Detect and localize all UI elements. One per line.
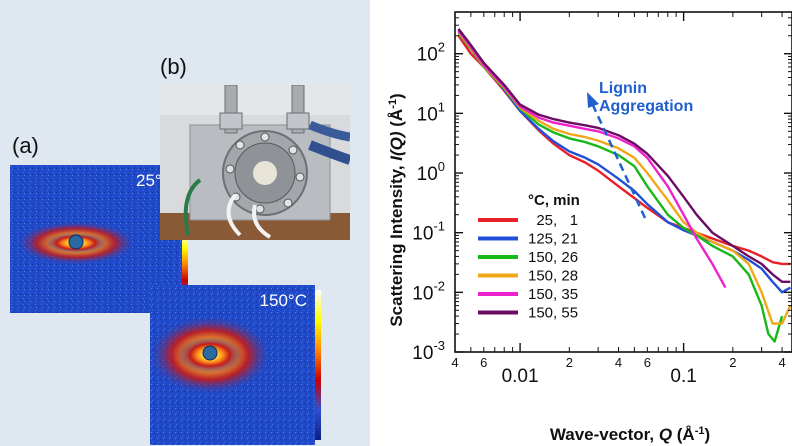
colorbar-b — [315, 290, 321, 440]
x-minor-label-5: 2 — [729, 355, 736, 370]
aggregation-arrow — [589, 100, 647, 219]
legend-title: °C, min — [528, 192, 580, 209]
y-tick-label-3: 10-1 — [412, 219, 445, 245]
legend-label-3: 150, 28 — [528, 268, 578, 285]
annotation-line1: Lignin — [599, 80, 647, 97]
flow-cell-photo-graphic — [160, 85, 350, 240]
x-axis-label: Wave-vector, Q (Å-1) — [550, 425, 710, 444]
legend-label-2: 150, 26 — [528, 249, 578, 266]
x-minor-label-2: 2 — [566, 355, 573, 370]
detector-image-150c: 150°C — [150, 285, 315, 445]
x-tick-label-0: 0.01 — [502, 366, 539, 387]
y-tick-label-5: 10-3 — [412, 338, 445, 364]
x-minor-label-1: 6 — [480, 355, 487, 370]
annotation-line2: Aggregation — [599, 98, 693, 115]
legend-label-0: 25, 1 — [528, 212, 578, 229]
chart-background — [370, 0, 792, 446]
scattering-chart: 102 101 100 10-1 10-2 10-3 0.01 0.1 4 6 2 4 6 2 4 Lign… — [370, 0, 792, 446]
photo-cell — [160, 85, 350, 240]
y-axis-label: Scattering Intensity, I(Q) (Å-1) — [387, 93, 406, 326]
x-minor-label-4: 6 — [644, 355, 651, 370]
aggregation-arrowhead — [587, 92, 599, 108]
x-minor-label-6: 4 — [778, 355, 785, 370]
y-tick-label-0: 102 — [417, 40, 445, 66]
legend-label-4: 150, 35 — [528, 286, 578, 303]
plot-marks — [457, 28, 792, 343]
series-line-5 — [457, 28, 791, 283]
x-minor-label-3: 4 — [615, 355, 622, 370]
x-tick-label-1: 0.1 — [670, 366, 696, 387]
x-minor-label-0: 4 — [451, 355, 458, 370]
y-tick-label-2: 100 — [417, 159, 445, 185]
scattering-pattern-graphic-150 — [150, 285, 315, 445]
y-tick-label-4: 10-2 — [412, 278, 445, 304]
colorbar-a — [182, 232, 188, 312]
legend-label-5: 150, 55 — [528, 305, 578, 322]
axis-ticks: 102 101 100 10-1 10-2 10-3 0.01 0.1 4 6 2 4 6 2 4 — [412, 11, 792, 387]
panel-a-label: (a) — [12, 133, 39, 158]
series-line-4 — [457, 30, 727, 289]
y-tick-label-1: 101 — [417, 99, 445, 125]
temp-label-150c: 150°C — [259, 291, 307, 310]
annotation: Lignin Aggregation — [587, 80, 693, 219]
legend-label-1: 125, 21 — [528, 231, 578, 248]
panel-b-label: (b) — [160, 54, 187, 79]
